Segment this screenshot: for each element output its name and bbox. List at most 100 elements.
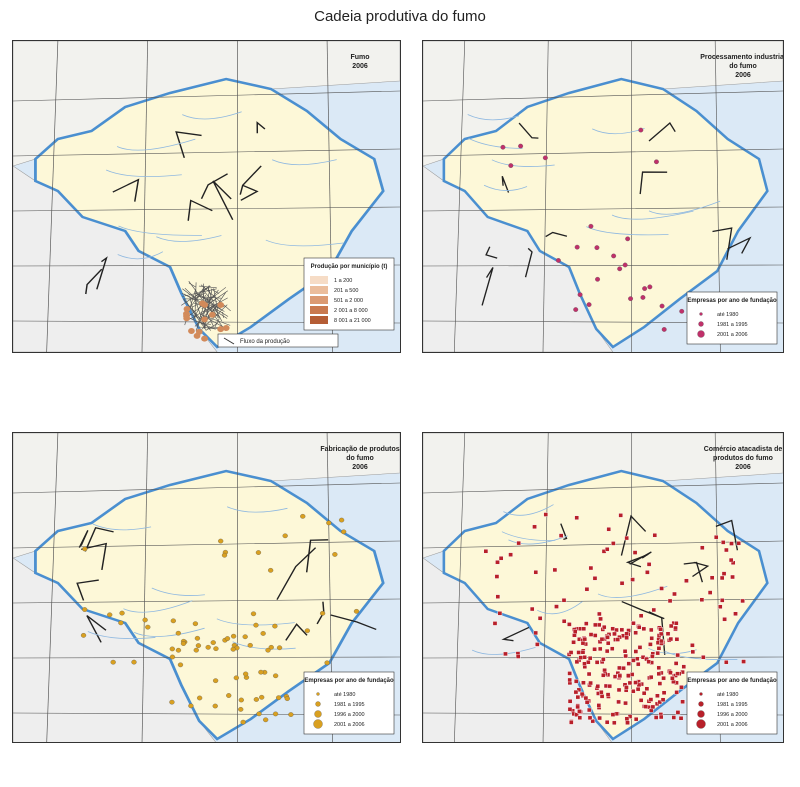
company-marker bbox=[633, 680, 638, 685]
state-border bbox=[524, 247, 533, 278]
river bbox=[468, 138, 523, 149]
state-border bbox=[501, 175, 510, 193]
company-marker bbox=[658, 714, 664, 720]
company-marker bbox=[624, 631, 629, 636]
state-border bbox=[715, 519, 739, 551]
company-marker bbox=[495, 560, 500, 565]
company-marker bbox=[175, 647, 182, 653]
state-border bbox=[727, 236, 752, 254]
company-marker bbox=[642, 286, 648, 291]
company-marker bbox=[617, 665, 622, 671]
flow-line bbox=[205, 294, 207, 297]
state-border bbox=[639, 171, 668, 195]
company-marker bbox=[684, 578, 689, 583]
company-marker bbox=[338, 517, 345, 523]
flow-line bbox=[205, 323, 218, 331]
company-marker bbox=[272, 623, 278, 629]
company-marker bbox=[633, 649, 639, 654]
legend-symbol bbox=[314, 710, 322, 718]
company-marker bbox=[724, 547, 729, 553]
company-marker bbox=[723, 660, 729, 665]
company-marker bbox=[624, 535, 629, 541]
graticule bbox=[46, 433, 59, 742]
company-marker bbox=[268, 644, 274, 650]
company-marker bbox=[729, 541, 734, 546]
map-panel: Fabricação de produtos do fumo 2006 Empresa… bbox=[12, 432, 401, 743]
company-marker bbox=[192, 621, 199, 627]
graticule bbox=[13, 482, 400, 494]
flow-line bbox=[183, 298, 207, 331]
company-marker bbox=[658, 631, 664, 637]
state-border bbox=[683, 561, 704, 583]
company-marker bbox=[568, 650, 574, 655]
state-border bbox=[96, 256, 108, 290]
map-base bbox=[13, 433, 400, 742]
company-marker bbox=[599, 694, 605, 699]
company-marker bbox=[268, 567, 274, 573]
company-marker bbox=[107, 612, 113, 618]
company-marker bbox=[619, 581, 625, 586]
company-marker bbox=[195, 643, 202, 648]
company-marker bbox=[119, 610, 125, 616]
company-marker bbox=[604, 648, 610, 654]
flow-line bbox=[203, 299, 210, 329]
river bbox=[117, 251, 164, 260]
company-marker bbox=[300, 513, 306, 519]
company-marker bbox=[212, 678, 219, 684]
company-marker bbox=[615, 637, 621, 642]
company-marker bbox=[648, 697, 654, 702]
company-marker bbox=[713, 534, 719, 540]
company-marker bbox=[668, 636, 674, 642]
company-marker bbox=[169, 699, 175, 705]
production-area bbox=[217, 302, 225, 309]
company-marker bbox=[656, 665, 662, 671]
company-marker bbox=[586, 707, 592, 713]
graticule bbox=[423, 148, 783, 157]
panel-title: Fumo bbox=[350, 54, 369, 61]
company-marker bbox=[601, 657, 606, 662]
company-marker bbox=[247, 642, 253, 648]
legend-title: Empresas por ano de fundação bbox=[304, 678, 394, 684]
graticule bbox=[46, 41, 59, 352]
company-marker bbox=[633, 716, 639, 722]
company-marker bbox=[588, 680, 593, 686]
graticule bbox=[13, 656, 400, 659]
company-marker bbox=[635, 686, 641, 692]
company-marker bbox=[567, 677, 573, 683]
state-border bbox=[305, 539, 329, 573]
company-marker bbox=[533, 570, 539, 575]
legend-item: 2001 a 2006 bbox=[717, 332, 748, 338]
graticule bbox=[453, 41, 466, 352]
flow-line bbox=[212, 309, 219, 319]
legend-item: Fluxo da produção bbox=[240, 339, 290, 345]
panel-title: Fabricação de produtos bbox=[320, 446, 399, 453]
map-base bbox=[423, 433, 783, 742]
company-marker bbox=[533, 630, 539, 636]
company-marker bbox=[699, 597, 705, 603]
legend-item: 1996 a 2000 bbox=[717, 712, 748, 718]
company-marker bbox=[552, 567, 558, 573]
company-marker bbox=[272, 673, 279, 679]
company-marker bbox=[584, 586, 590, 592]
company-marker bbox=[623, 700, 628, 706]
state-border bbox=[85, 268, 103, 295]
graticule bbox=[141, 433, 148, 742]
company-marker bbox=[637, 645, 643, 650]
state-border bbox=[112, 178, 140, 202]
company-marker bbox=[567, 671, 572, 676]
company-marker bbox=[720, 540, 726, 545]
flow-line bbox=[183, 293, 213, 311]
company-marker bbox=[253, 697, 259, 702]
company-marker bbox=[110, 659, 116, 665]
company-marker bbox=[628, 296, 634, 302]
state-border bbox=[187, 199, 213, 221]
flow-line bbox=[195, 285, 210, 300]
company-marker bbox=[572, 629, 578, 634]
company-marker bbox=[671, 715, 677, 720]
legend-swatch bbox=[310, 286, 328, 294]
company-marker bbox=[625, 236, 631, 242]
company-marker bbox=[586, 671, 592, 677]
flow-line bbox=[210, 305, 229, 317]
company-marker bbox=[622, 649, 628, 654]
company-marker bbox=[561, 619, 567, 624]
